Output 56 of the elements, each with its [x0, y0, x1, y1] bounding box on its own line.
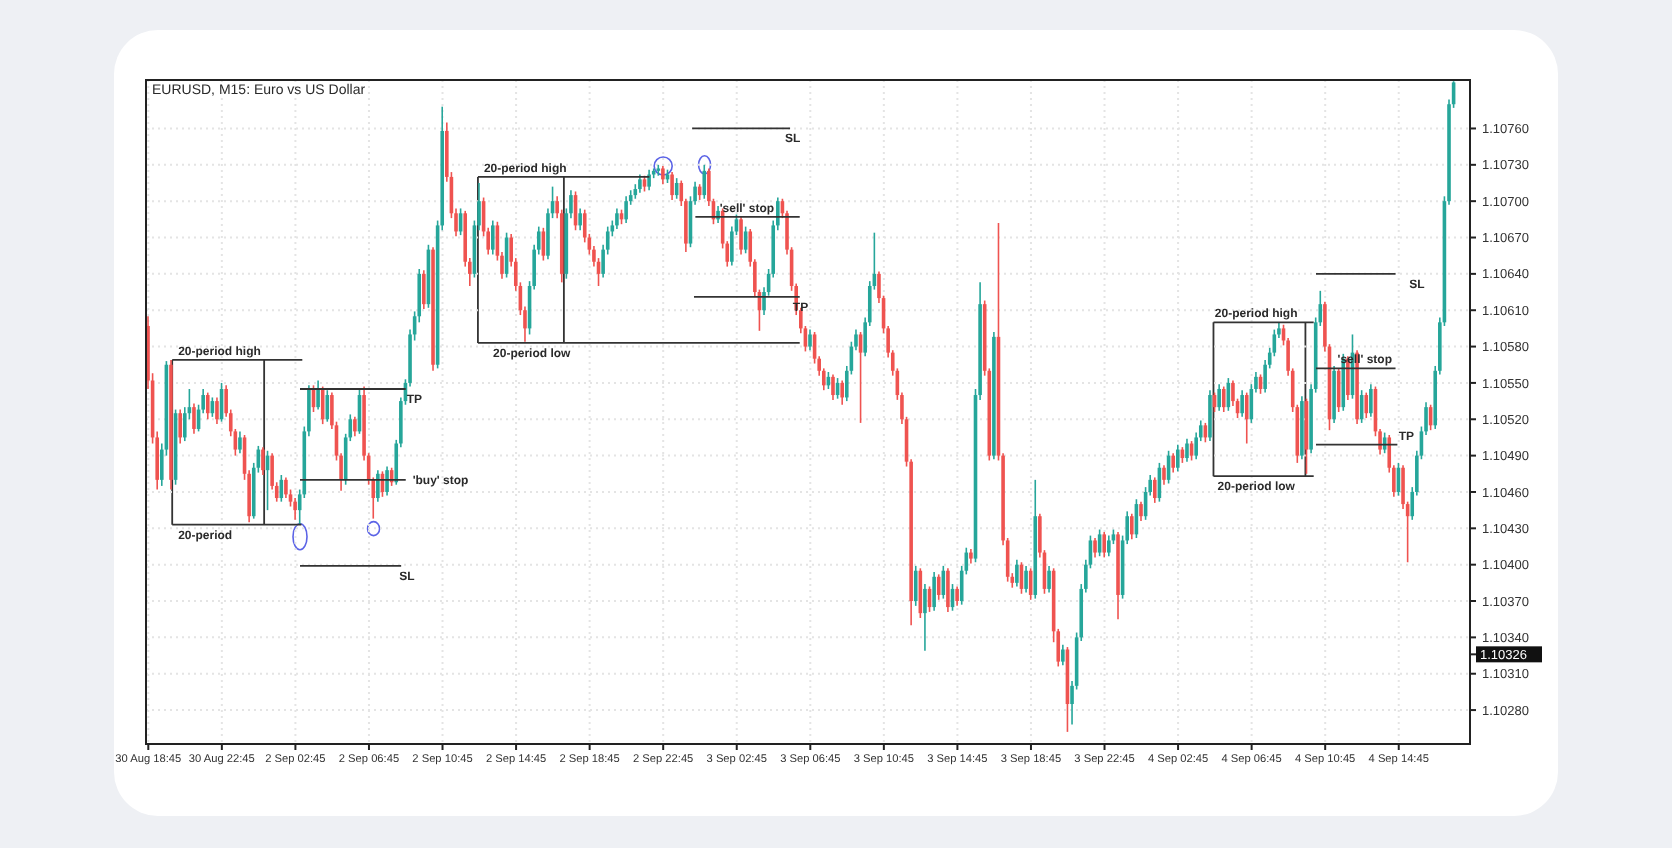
candlestick: [1139, 500, 1143, 522]
candlestick: [936, 573, 941, 601]
candlestick: [670, 171, 674, 201]
candlestick: [325, 389, 330, 423]
candlestick: [376, 469, 380, 503]
candlestick: [647, 168, 651, 192]
candlestick: [1369, 383, 1373, 418]
candlestick: [1240, 389, 1244, 418]
candlestick: [1185, 437, 1189, 463]
candlestick: [955, 585, 959, 607]
candlestick: [1130, 512, 1134, 541]
candlestick: [1364, 391, 1369, 419]
candlestick: [215, 396, 219, 425]
candlestick: [831, 373, 835, 401]
candlestick: [1102, 531, 1107, 559]
candlestick: [1047, 565, 1051, 594]
candlestick: [1244, 391, 1249, 445]
candlestick: [1107, 534, 1111, 557]
candlestick: [656, 164, 661, 177]
candlestick: [1162, 464, 1166, 486]
candlestick: [205, 391, 210, 421]
candlestick: [1175, 443, 1180, 473]
candlestick: [923, 583, 927, 652]
candlestick: [702, 164, 707, 200]
candlestick: [1024, 565, 1028, 594]
candlestick: [840, 379, 844, 406]
candlestick: [913, 565, 918, 607]
candlestick: [261, 446, 265, 476]
candlestick: [1208, 389, 1212, 442]
candlestick: [490, 219, 495, 256]
candlestick: [739, 216, 743, 256]
candlestick: [638, 173, 642, 194]
candlestick: [1093, 537, 1097, 559]
candlestick: [284, 476, 288, 499]
candlestick: [293, 497, 297, 521]
candlestick: [192, 402, 196, 435]
candlestick: [946, 567, 950, 613]
candlestick: [578, 207, 582, 232]
candlestick: [178, 408, 182, 445]
candlestick: [1015, 559, 1019, 588]
candlestick: [385, 465, 389, 497]
candlestick: [1061, 643, 1065, 667]
candlestick: [1346, 355, 1350, 401]
candlestick: [316, 379, 320, 411]
candlestick: [661, 165, 665, 185]
candlestick: [422, 269, 426, 310]
candlestick: [615, 207, 619, 230]
candlestick: [353, 416, 357, 438]
candlestick: [932, 571, 936, 612]
candlestick: [808, 328, 812, 351]
candlestick: [1152, 476, 1157, 504]
candlestick: [1221, 385, 1226, 413]
candlestick: [238, 430, 242, 454]
candlestick: [1217, 383, 1221, 412]
candlestick: [1171, 452, 1175, 474]
candlestick: [624, 195, 628, 224]
